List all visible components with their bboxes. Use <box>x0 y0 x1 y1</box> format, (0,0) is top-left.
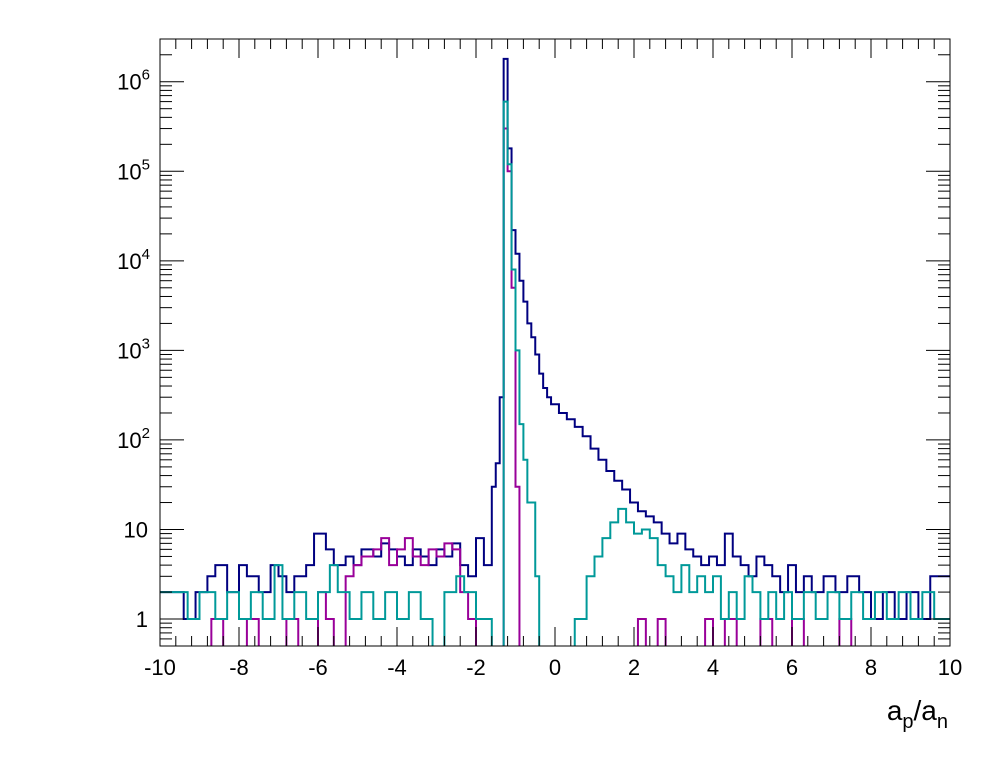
y-tick-label: 105 <box>117 156 150 184</box>
x-tick-label: -8 <box>229 655 249 680</box>
histogram-series-3 <box>160 100 950 646</box>
y-tick-label: 102 <box>117 425 150 453</box>
histogram-series-2 <box>210 127 853 646</box>
ticks-layer <box>159 38 951 647</box>
labels-layer: -10 -8 -6 -4 -2 0 2 4 6 8 10 1 10 102 103 104 105 106 <box>117 67 962 680</box>
y-tick-label: 1 <box>136 607 148 632</box>
x-axis-title: ap/an <box>887 695 948 733</box>
x-tick-label: 10 <box>938 655 962 680</box>
y-tick-label: 10 <box>124 517 148 542</box>
x-tick-label: 8 <box>865 655 877 680</box>
y-tick-label: 103 <box>117 335 150 363</box>
x-tick-label: 4 <box>707 655 719 680</box>
series-layer <box>160 57 950 646</box>
x-tick-label: 0 <box>549 655 561 680</box>
x-tick-label: -2 <box>466 655 486 680</box>
x-tick-label: -6 <box>308 655 328 680</box>
y-tick-label: 106 <box>117 67 150 95</box>
x-tick-label: 6 <box>786 655 798 680</box>
plot-frame <box>159 38 951 647</box>
y-tick-label: 104 <box>117 246 150 274</box>
x-tick-label: -4 <box>387 655 407 680</box>
histogram-series-1 <box>160 57 950 621</box>
x-tick-label: -10 <box>144 655 176 680</box>
x-tick-label: 2 <box>628 655 640 680</box>
